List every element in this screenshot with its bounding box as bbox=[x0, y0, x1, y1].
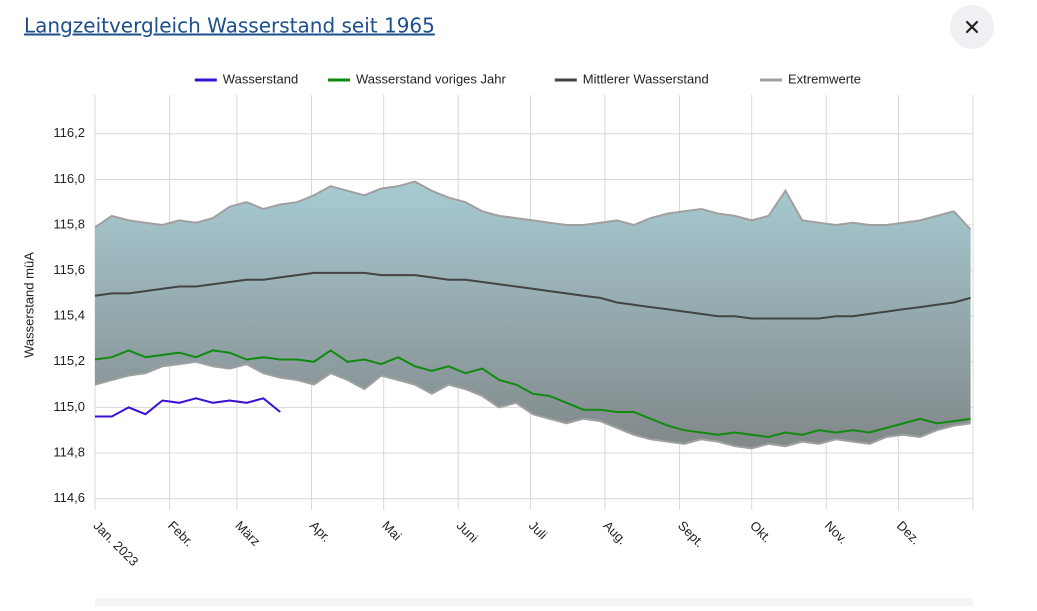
x-tick-label: Dez. bbox=[894, 518, 924, 548]
x-tick-label: Juli bbox=[526, 518, 550, 542]
x-tick-label: Juni bbox=[454, 518, 482, 546]
y-tick-label: 116,2 bbox=[53, 125, 85, 140]
plot: 114,6 114,8 115,0 115,2 115,4 115,6 115,8 116,0… bbox=[53, 71, 974, 569]
legend-label: Mittlerer Wasserstand bbox=[583, 71, 709, 86]
legend-label: Wasserstand bbox=[223, 71, 298, 86]
y-tick-label: 116,0 bbox=[53, 171, 85, 186]
extreme-band bbox=[95, 181, 971, 449]
y-tick-label: 115,6 bbox=[53, 262, 85, 277]
y-tick-label: 115,8 bbox=[53, 216, 85, 231]
y-tick-label: 114,6 bbox=[53, 490, 85, 505]
x-tick-label: Sept. bbox=[675, 518, 707, 550]
extreme-line bbox=[94, 360, 971, 450]
legend-label: Extremwerte bbox=[788, 71, 861, 86]
legend-label: Wasserstand voriges Jahr bbox=[356, 71, 506, 86]
x-tick-label: März bbox=[232, 518, 263, 549]
x-tick-label: Jan. 2023 bbox=[90, 518, 141, 569]
x-tick-label: Apr. bbox=[307, 518, 334, 545]
x-tick-label: Nov. bbox=[822, 518, 851, 547]
series-line bbox=[94, 349, 971, 439]
y-tick-label: 115,0 bbox=[53, 399, 85, 414]
footer-bar bbox=[95, 598, 973, 606]
y-tick-label: 114,8 bbox=[53, 444, 85, 459]
x-tick-label: Aug. bbox=[600, 518, 630, 548]
y-axis-label: Wasserstand müA bbox=[21, 252, 36, 358]
series-line bbox=[94, 271, 971, 320]
close-button[interactable] bbox=[950, 5, 994, 49]
y-tick-label: 115,4 bbox=[53, 308, 85, 323]
x-tick-label: Febr. bbox=[165, 518, 197, 550]
extreme-line bbox=[94, 180, 972, 231]
x-tick-label: Mai bbox=[379, 518, 404, 543]
x-tick-label: Okt. bbox=[747, 518, 774, 545]
series-line bbox=[95, 397, 281, 418]
title-link[interactable]: Langzeitvergleich Wasserstand seit 1965 bbox=[24, 14, 435, 38]
y-tick-label: 115,2 bbox=[53, 353, 85, 368]
